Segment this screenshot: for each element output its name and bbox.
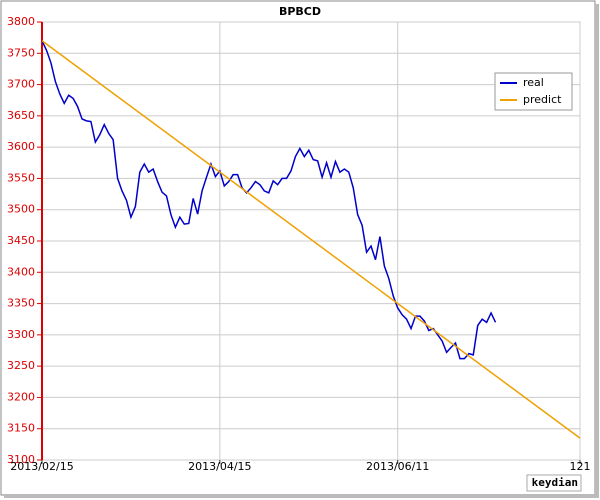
y-tick-label: 3500 xyxy=(7,203,35,216)
y-tick-label: 3200 xyxy=(7,390,35,403)
x-tick-label: 121 xyxy=(570,460,591,473)
x-tick-label: 2013/02/15 xyxy=(10,460,73,473)
x-tick-label: 2013/06/11 xyxy=(366,460,429,473)
series-line xyxy=(41,40,581,439)
y-tick-label: 3650 xyxy=(7,109,35,122)
y-tick-label: 3300 xyxy=(7,328,35,341)
credit-box xyxy=(526,474,582,492)
y-tick-label: 3750 xyxy=(7,46,35,59)
y-tick-label: 3700 xyxy=(7,78,35,91)
legend-label: predict xyxy=(523,93,562,106)
y-tick-label: 3450 xyxy=(7,234,35,247)
y-tick-label: 3600 xyxy=(7,140,35,153)
x-tick-label: 2013/04/15 xyxy=(188,460,251,473)
credit: keydian xyxy=(532,476,578,489)
shadow xyxy=(595,4,599,498)
y-tick-label: 3350 xyxy=(7,297,35,310)
shadow xyxy=(4,494,597,498)
chart-title: BPBCD xyxy=(279,5,321,18)
y-tick-label: 3550 xyxy=(7,171,35,184)
legend-label: real xyxy=(523,76,544,89)
legend-box xyxy=(494,72,573,111)
y-tick-label: 3150 xyxy=(7,422,35,435)
y-tick-label: 3800 xyxy=(7,15,35,28)
y-tick-label: 3100 xyxy=(7,453,35,466)
series-line xyxy=(41,40,497,360)
y-tick-label: 3250 xyxy=(7,359,35,372)
y-tick-label: 3400 xyxy=(7,265,35,278)
